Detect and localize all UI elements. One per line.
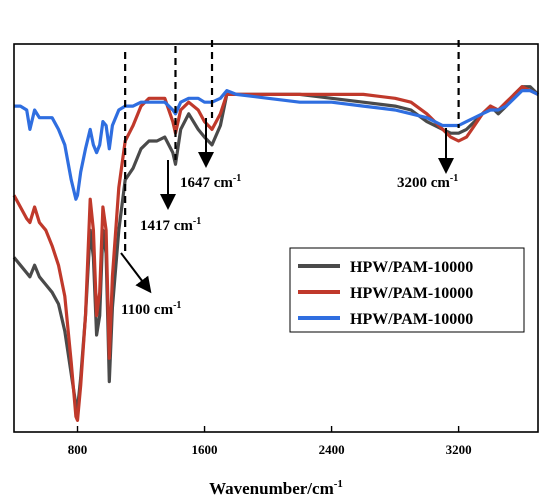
x-tick-label-2: 2400: [319, 442, 345, 457]
annotation-3200: 3200 cm-1: [397, 173, 458, 191]
x-tick-label-1: 1600: [192, 442, 218, 457]
x-axis-ticks: 800 1600 2400 3200: [68, 426, 472, 457]
legend: HPW/PAM-10000 HPW/PAM-10000 HPW/PAM-1000…: [289, 247, 525, 333]
annotation-markers: [120, 40, 460, 294]
x-tick-label-0: 800: [68, 442, 88, 457]
annotation-labels: 1100 cm-1 1417 cm-1 1647 cm-1 3200 cm-1: [121, 173, 458, 318]
legend-label-2: HPW/PAM-10000: [350, 311, 473, 328]
annotation-1417: 1417 cm-1: [140, 216, 201, 234]
x-tick-label-3: 3200: [446, 442, 472, 457]
legend-label-1: HPW/PAM-10000: [350, 285, 473, 302]
plot-frame: [13, 43, 539, 433]
series-group: [12, 85, 540, 422]
x-axis-title: Wavenumber/cm-1: [209, 478, 343, 498]
series-line-2: [14, 89, 539, 201]
annotation-1100: 1100 cm-1: [121, 300, 181, 318]
annotation-1647: 1647 cm-1: [180, 173, 241, 191]
arrow-1100: [120, 252, 152, 294]
series-line-1: [12, 85, 539, 422]
legend-label-0: HPW/PAM-10000: [350, 259, 473, 276]
